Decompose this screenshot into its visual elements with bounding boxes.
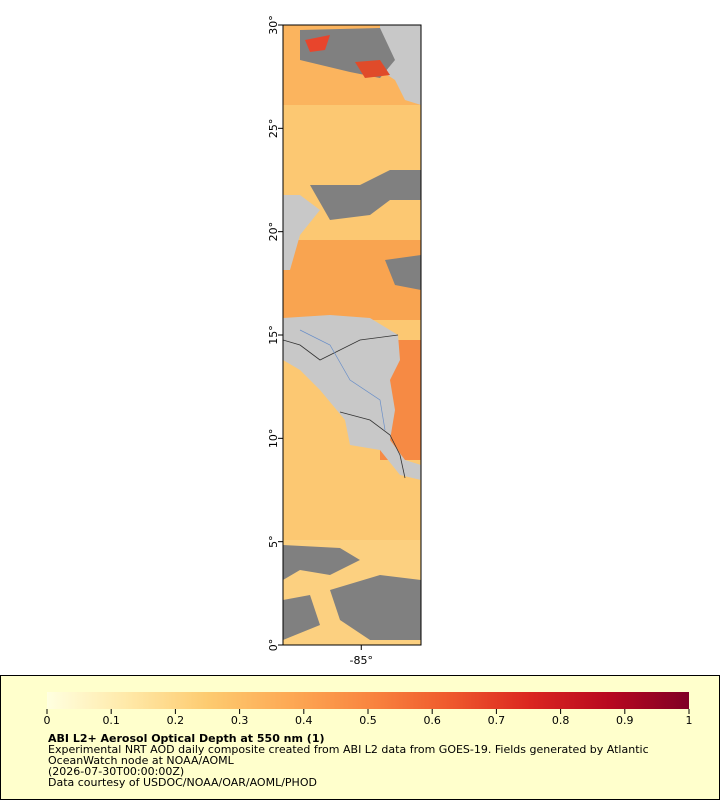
x-tick-label: -85° bbox=[350, 654, 373, 667]
y-tick-label: 5° bbox=[267, 535, 280, 548]
colorbar-tick-label: 0.4 bbox=[295, 714, 313, 727]
legend-line: OceanWatch node at NOAA/AOML bbox=[48, 754, 235, 767]
map-image bbox=[283, 25, 421, 645]
colorbar-tick-label: 0.6 bbox=[423, 714, 441, 727]
y-tick-label: 30° bbox=[267, 15, 280, 35]
colorbar-tick-label: 1 bbox=[686, 714, 693, 727]
y-tick-label: 0° bbox=[267, 639, 280, 652]
colorbar-tick-label: 0.1 bbox=[102, 714, 120, 727]
colorbar-tick-label: 0.7 bbox=[488, 714, 506, 727]
colorbar bbox=[47, 692, 689, 709]
legend-line: Data courtesy of USDOC/NOAA/OAR/AOML/PHO… bbox=[48, 776, 317, 789]
y-tick-label: 20° bbox=[267, 222, 280, 242]
legend-line: Experimental NRT AOD daily composite cre… bbox=[48, 743, 649, 756]
colorbar-tick-label: 0 bbox=[44, 714, 51, 727]
legend-title: ABI L2+ Aerosol Optical Depth at 550 nm … bbox=[48, 732, 325, 745]
colorbar-tick-label: 0.9 bbox=[616, 714, 634, 727]
colorbar-tick-label: 0.5 bbox=[359, 714, 377, 727]
y-tick-label: 25° bbox=[267, 119, 280, 139]
colorbar-tick-label: 0.2 bbox=[167, 714, 185, 727]
colorbar-tick-label: 0.8 bbox=[552, 714, 570, 727]
colorbar-tick-label: 0.3 bbox=[231, 714, 249, 727]
legend-line: (2026-07-30T00:00:00Z) bbox=[48, 765, 184, 778]
y-tick-label: 10° bbox=[267, 429, 280, 449]
y-tick-label: 15° bbox=[267, 325, 280, 345]
